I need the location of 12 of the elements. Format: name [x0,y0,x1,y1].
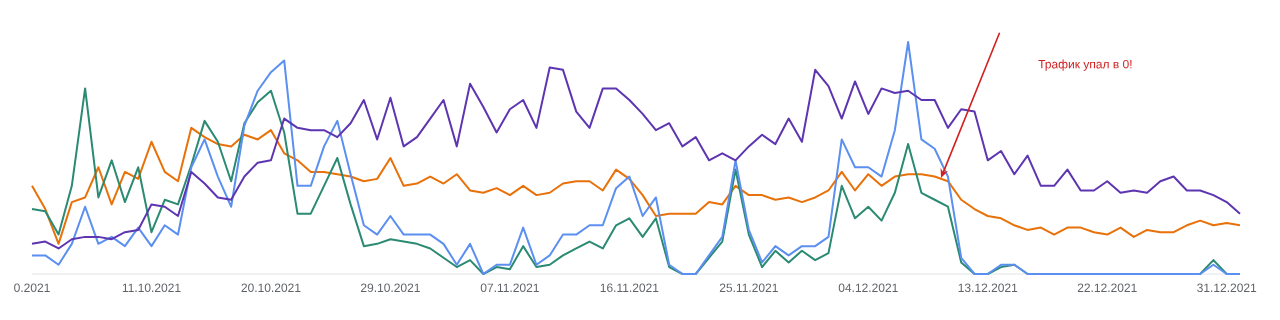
x-tick-label: 22.12.2021 [1077,283,1137,293]
x-tick-label: 29.10.2021 [360,283,420,293]
x-tick-label: 20.10.2021 [241,283,301,293]
x-tick-label: 25.11.2021 [719,283,778,293]
x-tick-label: 16.11.2021 [600,283,659,293]
x-tick-label: 04.12.2021 [838,283,898,293]
x-tick-label: 0.2021 [14,283,50,293]
annotation: Трафик упал в 0! [1038,59,1132,71]
x-tick-label: 11.10.2021 [122,283,181,293]
x-tick-label: 07.11.2021 [480,283,539,293]
x-tick-label: 31.12.2021 [1197,283,1257,293]
x-tick-label: 13.12.2021 [958,283,1018,293]
